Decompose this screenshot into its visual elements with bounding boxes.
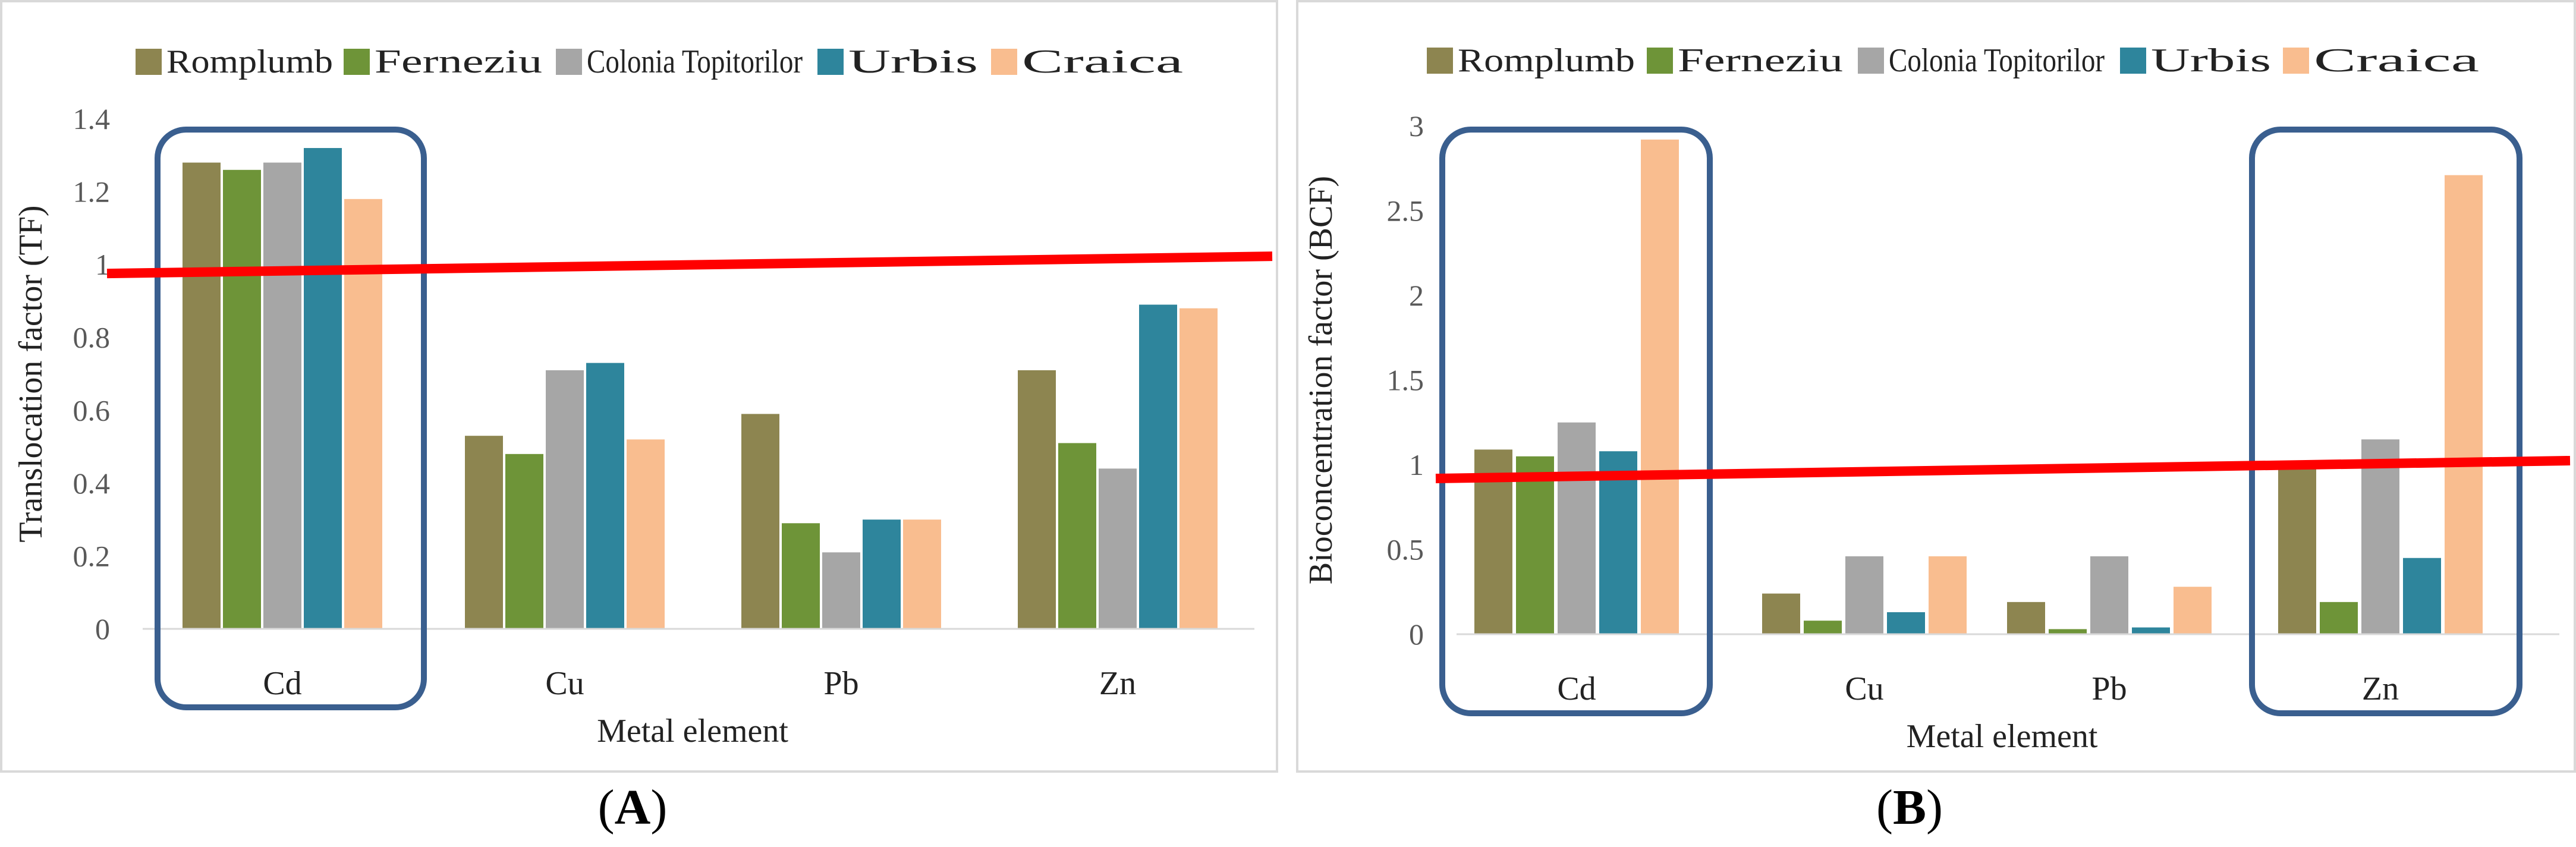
caption-a: (A)	[597, 780, 668, 835]
chart-a-legend-label-romplumb: Romplumb	[166, 43, 333, 80]
chart-b-ytick-label: 1	[1409, 448, 1424, 481]
chart-a-bar-craica-cd	[344, 199, 382, 629]
chart-b-highlight-box-cd	[1439, 127, 1713, 716]
chart-b-legend-swatch-romplumb	[1427, 48, 1453, 74]
chart-b-legend-swatch-craica	[2283, 48, 2309, 74]
chart-a-bar-colonia-topitorilor-cu	[546, 370, 584, 629]
chart-b-ytick-label: 2	[1409, 279, 1424, 312]
chart-a-bar-romplumb-cd	[183, 162, 221, 629]
chart-b-bar-romplumb-pb	[2007, 602, 2045, 634]
chart-a-ytick-label: 0.4	[73, 467, 111, 500]
chart-a-bar-romplumb-zn	[1018, 370, 1056, 629]
chart-a-bar-romplumb-pb	[741, 414, 779, 629]
chart-a-bar-urbis-pb	[863, 519, 901, 629]
chart-panel-b: 0 0.5 1 1.5 2 2.5 3 Cd Cu Pb Zn Metal element Biocon…	[1296, 0, 2576, 773]
chart-a-category-label: Zn	[1099, 665, 1136, 702]
chart-b-legend-label-ferneziu: Ferneziu	[1678, 42, 1843, 79]
chart-a-bar-romplumb-cu	[465, 436, 503, 629]
chart-b-svg: 0 0.5 1 1.5 2 2.5 3 Cd Cu Pb Zn Metal element Biocon…	[1296, 0, 2576, 773]
chart-b-bar-craica-zn	[2445, 175, 2483, 634]
chart-b-threshold-line	[1435, 456, 2571, 483]
chart-a-bar-colonia-topitorilor-pb	[822, 552, 860, 629]
chart-b-bar-colonia-topitorilor-cd	[1558, 422, 1596, 634]
chart-b-y-axis-title: Bioconcentration factor (BCF)	[1303, 176, 1339, 584]
chart-a-legend-label-ferneziu: Ferneziu	[375, 43, 542, 80]
chart-a-legend-swatch-colonia-topitorilor	[556, 49, 582, 75]
chart-a-bar-ferneziu-pb	[782, 523, 820, 629]
chart-a-bar-craica-pb	[903, 519, 941, 629]
chart-b-legend-label-romplumb: Romplumb	[1458, 42, 1635, 79]
chart-b-bar-colonia-topitorilor-pb	[2090, 556, 2128, 634]
chart-a-legend-label-colonia-topitorilor: Colonia Topitorilor	[587, 43, 803, 80]
chart-b-bar-ferneziu-pb	[2049, 629, 2087, 634]
chart-a-highlight-box-cd	[155, 127, 427, 710]
chart-a-bar-craica-zn	[1180, 308, 1218, 629]
chart-a-ytick-label: 1.4	[73, 102, 111, 136]
chart-a-category-label: Cd	[263, 665, 301, 702]
chart-b-legend-swatch-urbis	[2120, 48, 2146, 74]
chart-a-ytick-label: 0.8	[73, 321, 111, 354]
caption-a-letter: A	[614, 780, 651, 835]
chart-b-x-axis-title: Metal element	[1907, 718, 2098, 755]
chart-b-frame	[1296, 0, 2576, 773]
chart-a-bar-colonia-topitorilor-zn	[1099, 468, 1137, 629]
chart-a-threshold-line	[106, 251, 1273, 279]
chart-b-legend-swatch-ferneziu	[1647, 48, 1673, 74]
chart-b-ytick-label: 3	[1409, 109, 1424, 143]
chart-b-legend-label-urbis: Urbis	[2151, 42, 2271, 79]
chart-a-x-axis-title: Metal element	[597, 713, 788, 750]
chart-a-bar-ferneziu-cd	[223, 169, 261, 629]
chart-b-ytick-label: 0	[1409, 618, 1424, 651]
chart-b-bar-romplumb-cu	[1762, 593, 1800, 634]
chart-a-ytick-label: 1.2	[73, 175, 111, 209]
chart-a-category-label: Pb	[823, 665, 858, 702]
chart-b-highlight-box-zn	[2249, 127, 2522, 716]
chart-a-legend-swatch-romplumb	[136, 49, 162, 75]
caption-b: (B)	[1876, 780, 1943, 835]
chart-b-ytick-label: 2.5	[1387, 194, 1424, 228]
chart-b-bar-urbis-zn	[2403, 558, 2441, 634]
chart-b-category-label: Cd	[1557, 670, 1596, 707]
chart-a-legend-label-urbis: Urbis	[848, 43, 978, 80]
chart-a-legend-swatch-craica	[991, 49, 1017, 75]
chart-a-ytick-label: 0.6	[73, 393, 111, 427]
chart-a-bar-urbis-zn	[1139, 304, 1177, 629]
chart-b-bar-craica-cd	[1641, 139, 1679, 635]
chart-b-bar-ferneziu-zn	[2320, 602, 2358, 634]
chart-b-bar-urbis-cd	[1599, 451, 1637, 634]
chart-b-bar-ferneziu-cd	[1516, 456, 1554, 634]
chart-a-ytick-label: 0	[95, 612, 110, 646]
chart-b-bar-urbis-cu	[1887, 612, 1925, 634]
chart-a-bar-urbis-cd	[304, 148, 342, 629]
chart-b-bar-craica-pb	[2174, 587, 2212, 634]
chart-b-category-label: Pb	[2091, 670, 2127, 707]
chart-a-y-axis-title: Translocation factor (TF)	[12, 205, 49, 542]
chart-b-ytick-label: 0.5	[1387, 533, 1424, 566]
chart-a-legend-swatch-ferneziu	[344, 49, 370, 75]
chart-a-bar-colonia-topitorilor-cd	[263, 162, 301, 629]
chart-b-legend-label-craica: Craica	[2314, 42, 2479, 79]
chart-a-bar-ferneziu-zn	[1058, 443, 1096, 629]
chart-a-bar-craica-cu	[627, 439, 665, 629]
caption-b-letter: B	[1892, 780, 1927, 835]
chart-panel-a: 0 0.2 0.4 0.6 0.8 1 1.2 1.4 Cd Cu Pb Zn Metal elemen…	[0, 0, 1278, 773]
chart-a-bar-urbis-cu	[586, 363, 624, 629]
chart-b-legend-swatch-colonia-topitorilor	[1858, 48, 1884, 74]
chart-b-bar-colonia-topitorilor-cu	[1845, 556, 1883, 634]
chart-a-bar-ferneziu-cu	[505, 454, 543, 629]
chart-a-ytick-label: 0.2	[73, 539, 111, 572]
chart-b-bar-urbis-pb	[2132, 627, 2170, 634]
chart-b-bar-craica-cu	[1929, 556, 1967, 634]
chart-b-legend-label-colonia-topitorilor: Colonia Topitorilor	[1889, 42, 2105, 79]
chart-b-category-label: Zn	[2362, 670, 2399, 707]
chart-b-bar-colonia-topitorilor-zn	[2361, 439, 2399, 634]
chart-a-legend-label-craica: Craica	[1022, 43, 1183, 80]
chart-b-bar-romplumb-zn	[2278, 466, 2316, 634]
chart-b-category-label: Cu	[1845, 670, 1883, 707]
chart-a-category-label: Cu	[545, 665, 584, 702]
chart-b-ytick-label: 1.5	[1387, 364, 1424, 397]
chart-a-legend-swatch-urbis	[817, 49, 844, 75]
chart-b-bar-ferneziu-cu	[1804, 621, 1842, 634]
